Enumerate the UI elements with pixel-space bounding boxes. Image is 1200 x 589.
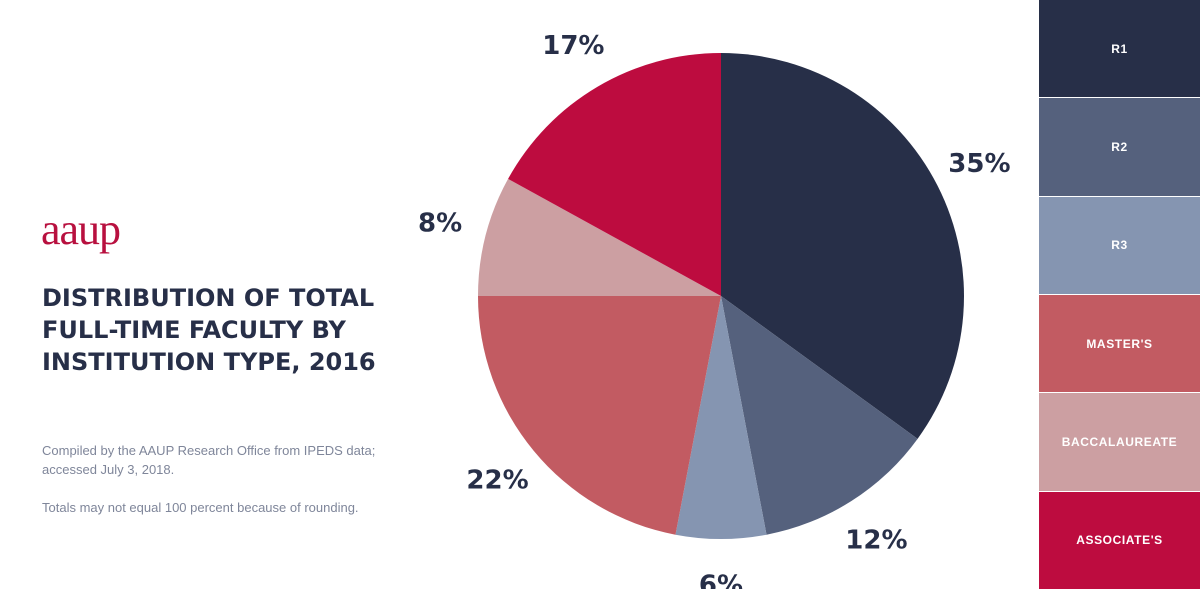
pie-label-r2: 12% bbox=[845, 525, 907, 555]
pie-label-r1: 35% bbox=[948, 149, 1010, 179]
source-note-line: Compiled by the AAUP Research Office fro… bbox=[42, 443, 376, 458]
legend-item-masters: MASTER'S bbox=[1039, 294, 1200, 394]
chart-title: DISTRIBUTION OF TOTAL FULL-TIME FACULTY … bbox=[42, 282, 402, 378]
legend-item-r3: R3 bbox=[1039, 196, 1200, 295]
rounding-note-line: Totals may not equal 100 percent because… bbox=[42, 500, 359, 515]
legend-item-r1: R1 bbox=[1039, 0, 1200, 99]
legend-item-baccalaureate: BACCALAUREATE bbox=[1039, 393, 1200, 492]
pie-slice-r2 bbox=[721, 296, 918, 535]
pie-slice-baccalaureate bbox=[478, 178, 721, 296]
pie-slice-r1 bbox=[721, 53, 964, 439]
pie-slice-r3 bbox=[675, 296, 767, 539]
legend-item-r2: R2 bbox=[1039, 98, 1200, 197]
title-line: DISTRIBUTION OF TOTAL bbox=[42, 284, 375, 312]
legend-item-associates: ASSOCIATE'S bbox=[1039, 491, 1200, 589]
pie-label-r3: 6% bbox=[699, 571, 743, 589]
source-note: Compiled by the AAUP Research Office fro… bbox=[42, 441, 402, 479]
pie-label-baccalaureate: 8% bbox=[418, 208, 462, 238]
pie-slice-masters bbox=[478, 296, 721, 535]
pie-slice-associates bbox=[508, 53, 721, 296]
pie-label-masters: 22% bbox=[466, 465, 528, 495]
source-note-line: accessed July 3, 2018. bbox=[42, 462, 175, 477]
pie-chart: 35% 12% 6% 22% 8% 17% bbox=[418, 31, 1010, 589]
rounding-note: Totals may not equal 100 percent because… bbox=[42, 498, 402, 517]
title-line: FULL-TIME FACULTY BY bbox=[42, 316, 346, 344]
chart-legend: R1 R2 R3 MASTER'S BACCALAUREATE ASSOCIAT… bbox=[1039, 0, 1200, 589]
title-line: INSTITUTION TYPE, 2016 bbox=[42, 348, 376, 376]
aaup-logo: aaup bbox=[41, 205, 121, 254]
pie-label-associates: 17% bbox=[542, 31, 604, 61]
